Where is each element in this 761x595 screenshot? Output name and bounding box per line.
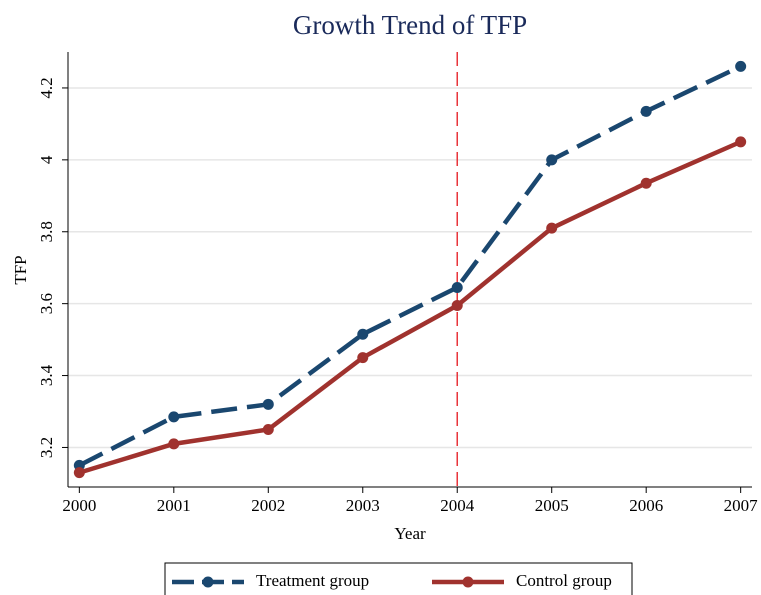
- point: [451, 299, 463, 311]
- y-tick-label: 3.4: [37, 364, 56, 386]
- point: [73, 467, 85, 479]
- point: [640, 177, 652, 189]
- x-tick-label: 2004: [440, 496, 475, 515]
- x-tick-label: 2007: [724, 496, 759, 515]
- x-tick-label: 2003: [346, 496, 380, 515]
- point: [168, 411, 180, 423]
- point: [546, 154, 558, 166]
- y-tick-label: 3.2: [37, 437, 56, 458]
- x-axis-label: Year: [394, 524, 426, 543]
- y-axis-label: TFP: [11, 255, 30, 284]
- point: [735, 136, 747, 148]
- y-tick-label: 3.8: [37, 221, 56, 242]
- legend-marker: [202, 576, 214, 588]
- point: [640, 105, 652, 117]
- point: [451, 281, 463, 293]
- x-tick-label: 2001: [157, 496, 191, 515]
- point: [735, 60, 747, 72]
- x-tick-label: 2005: [535, 496, 569, 515]
- point: [546, 222, 558, 234]
- point: [262, 423, 274, 435]
- x-tick-label: 2000: [62, 496, 96, 515]
- legend-marker: [462, 576, 474, 588]
- point: [168, 438, 180, 450]
- point: [357, 352, 369, 364]
- point: [357, 328, 369, 340]
- legend-label: Control group: [516, 571, 612, 590]
- legend-box: [164, 562, 633, 595]
- y-tick-label: 3.6: [37, 293, 56, 314]
- legend-label: Treatment group: [256, 571, 369, 590]
- y-tick-label: 4.2: [37, 77, 56, 98]
- series-line: [78, 64, 742, 468]
- chart-title: Growth Trend of TFP: [293, 10, 527, 40]
- point: [262, 398, 274, 410]
- series-line: [78, 139, 742, 475]
- x-tick-label: 2006: [629, 496, 663, 515]
- x-tick-label: 2002: [251, 496, 285, 515]
- y-tick-label: 4: [37, 155, 56, 164]
